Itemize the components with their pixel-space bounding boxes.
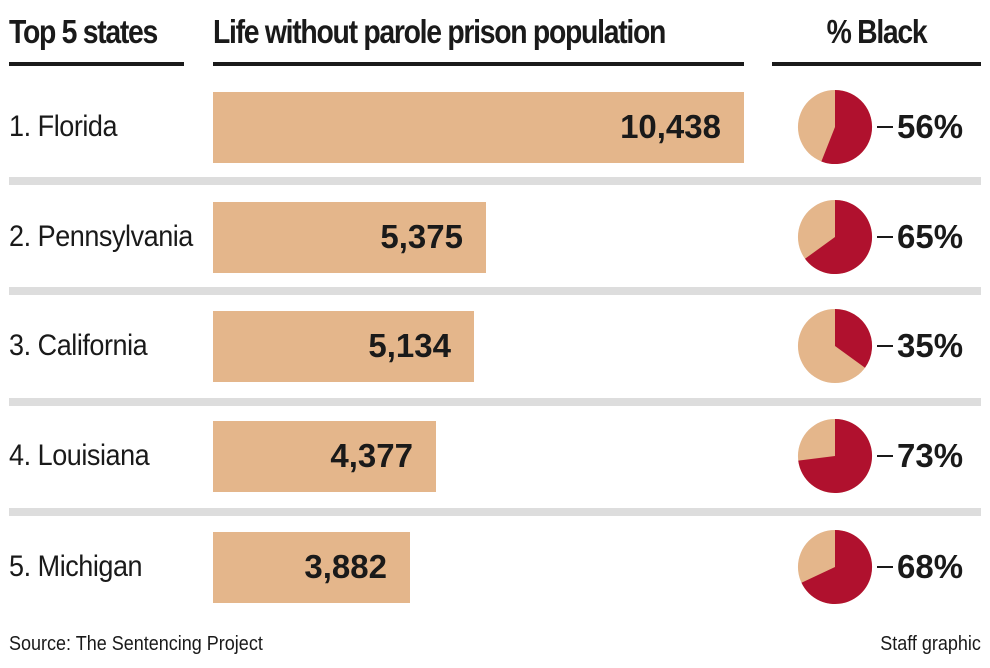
row-separator [9,508,981,516]
population-value-label: 4,377 [330,437,413,474]
percent-black-pie [797,308,873,384]
credit-note: Staff graphic [880,633,981,655]
percent-black-pie [797,529,873,605]
population-value-label: 3,882 [304,548,387,585]
header-states: Top 5 states [9,13,158,50]
percent-black-pie [797,199,873,275]
header-rule-black [772,62,981,66]
pie-leader-line [877,126,893,128]
header-rule-states [9,62,184,66]
population-bar [213,202,486,273]
percent-black-pie [797,418,873,494]
row-separator [9,287,981,295]
percent-black-label: 68% [897,548,964,585]
pie-black-slice [801,529,873,605]
percent-black-label: 73% [897,437,964,474]
header-population: Life without parole prison population [213,13,666,50]
header-black: % Black [826,13,928,50]
population-bar [213,421,436,492]
population-bar [213,92,744,163]
state-label: 3. California [9,329,148,362]
population-bar [213,311,474,382]
percent-black-label: 35% [897,327,964,364]
population-value-label: 5,134 [368,327,451,364]
state-label: 1. Florida [9,110,118,143]
pie-black-slice [821,89,873,165]
pie-black-slice [805,199,873,275]
pie-black-slice [835,308,873,368]
population-value-label: 5,375 [380,218,463,255]
source-note: Source: The Sentencing Project [9,633,263,655]
percent-black-label: 65% [897,218,964,255]
percent-black-pie [797,89,873,165]
row-separator [9,398,981,406]
header-rule-population [213,62,744,66]
pie-leader-line [877,566,893,568]
pie-black-slice [798,418,873,494]
pie-leader-line [877,455,893,457]
pie-leader-line [877,345,893,347]
population-bar [213,532,410,603]
state-label: 5. Michigan [9,550,143,583]
state-label: 2. Pennsylvania [9,220,193,253]
pie-leader-line [877,236,893,238]
population-value-label: 10,438 [620,108,721,145]
state-label: 4. Louisiana [9,439,150,472]
percent-black-label: 56% [897,108,964,145]
row-separator [9,177,981,185]
